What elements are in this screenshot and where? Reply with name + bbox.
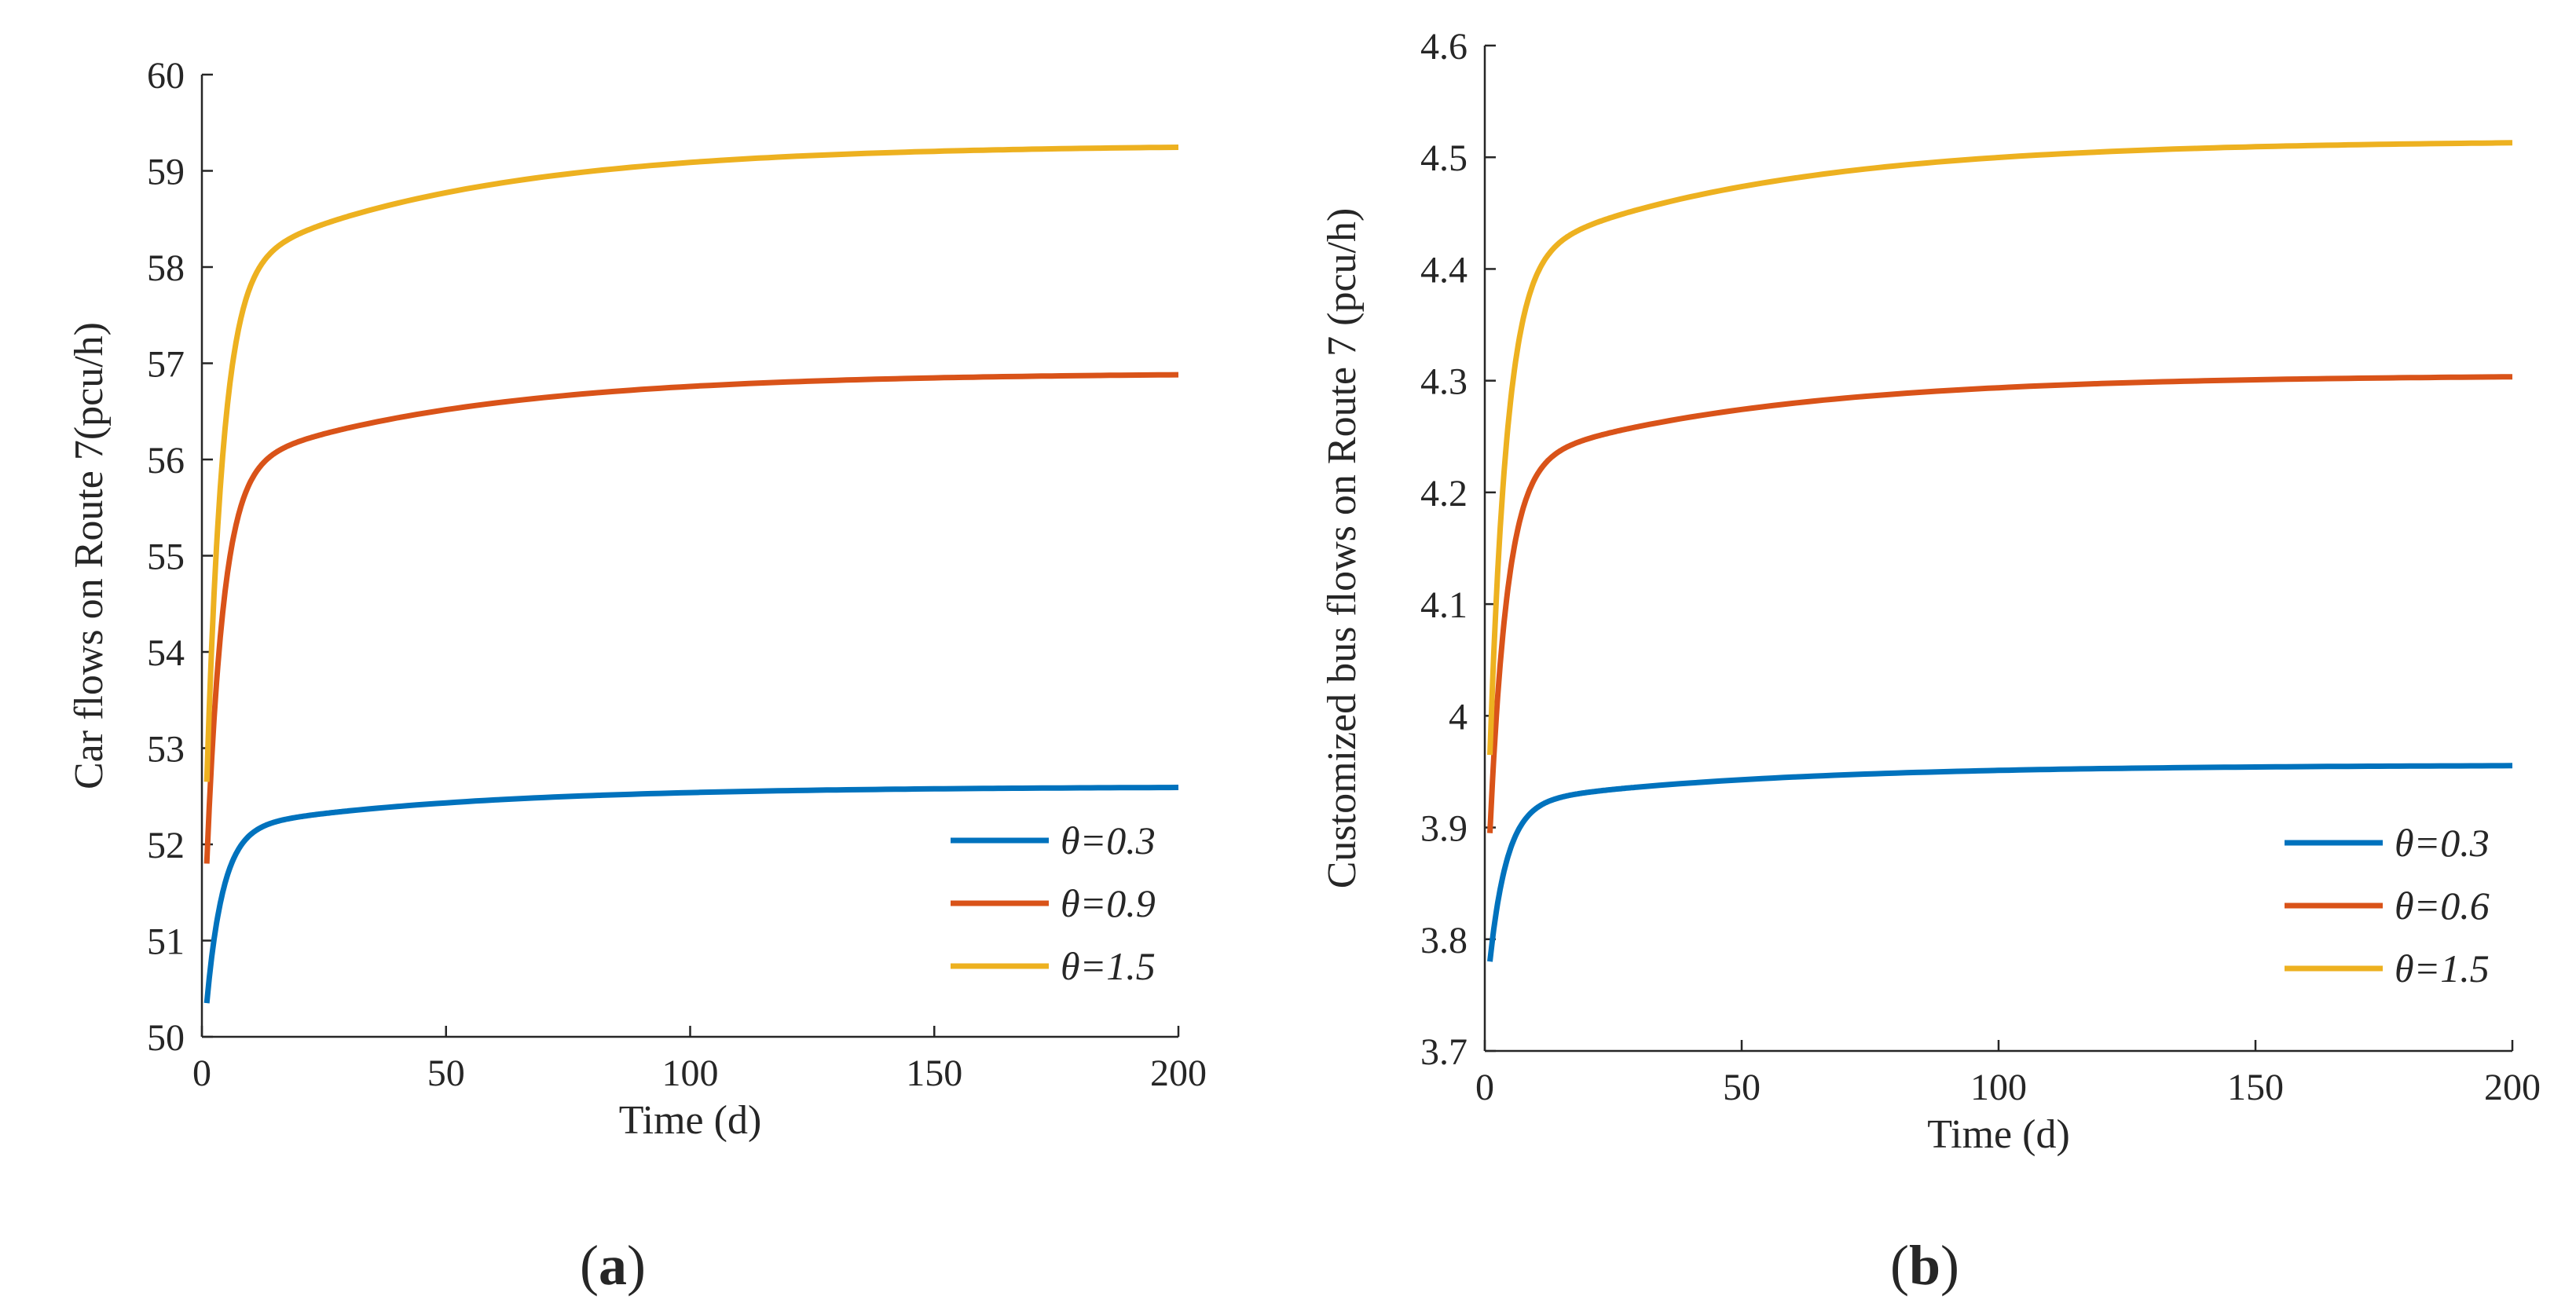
chart-panel-b: 0 50 100 150 200 3.7 3.8 3.9 4 4.1 4.2 4.3 4.4 4.5 4.6… [1320, 26, 2541, 1157]
x-tick-label: 50 [1723, 1067, 1761, 1108]
series-line-1 [203, 785, 1179, 1004]
y-tick: 57 [147, 344, 213, 386]
series-line-1 [1487, 763, 2513, 962]
y-tick: 50 [147, 1017, 213, 1059]
panel-label-open: ( [580, 1234, 599, 1297]
x-tick-label: 0 [192, 1053, 211, 1094]
y-tick: 56 [147, 440, 213, 481]
series-line-2 [203, 372, 1179, 864]
y-tick-label: 54 [147, 632, 185, 674]
y-tick: 3.7 [1420, 1031, 1496, 1073]
x-axis-title: Time (d) [1927, 1112, 2070, 1157]
x-tick-label: 100 [662, 1053, 719, 1094]
x-tick: 200 [1150, 1026, 1207, 1094]
y-tick-label: 4.4 [1420, 249, 1468, 291]
x-tick-label: 50 [427, 1053, 465, 1094]
legend-item: θ=0.3 [951, 818, 1156, 862]
y-tick-label: 52 [147, 825, 185, 866]
x-tick: 100 [1970, 1040, 2027, 1108]
x-tick-label: 200 [2484, 1067, 2541, 1108]
panel-label-close: ) [1940, 1234, 1959, 1297]
y-tick-label: 60 [147, 55, 185, 97]
legend-item: θ=0.6 [2285, 884, 2490, 928]
y-tick-label: 50 [147, 1017, 185, 1059]
y-tick-label: 3.7 [1420, 1031, 1468, 1073]
legend-item: θ=0.3 [2285, 821, 2490, 865]
legend-label: θ=0.3 [2395, 821, 2490, 865]
y-tick-label: 56 [147, 440, 185, 481]
y-tick: 54 [147, 632, 213, 674]
legend-label: θ=1.5 [1061, 944, 1156, 988]
y-tick: 59 [147, 152, 213, 193]
x-tick: 100 [662, 1026, 719, 1094]
x-tick-label: 0 [1475, 1067, 1494, 1108]
y-tick-label: 4.2 [1420, 473, 1468, 514]
y-tick: 60 [147, 55, 213, 97]
y-tick: 4.3 [1420, 361, 1496, 403]
x-tick-label: 150 [906, 1053, 962, 1094]
panel-label-letter: b [1909, 1234, 1940, 1297]
x-tick-label: 100 [1970, 1067, 2027, 1108]
y-tick: 3.9 [1420, 808, 1496, 850]
y-tick: 4.6 [1420, 26, 1496, 68]
y-tick: 4.2 [1420, 473, 1496, 514]
y-tick-label: 55 [147, 536, 185, 578]
x-tick: 50 [1723, 1040, 1761, 1108]
x-tick-label: 200 [1150, 1053, 1207, 1094]
legend-item: θ=1.5 [951, 944, 1156, 988]
panel-label: (b) [1890, 1234, 1959, 1297]
y-tick-label: 4.1 [1420, 584, 1468, 626]
y-tick-label: 58 [147, 247, 185, 289]
y-tick-label: 3.8 [1420, 920, 1468, 961]
panel-label: (a) [580, 1234, 646, 1297]
y-tick: 55 [147, 536, 213, 578]
y-tick-label: 4.5 [1420, 137, 1468, 179]
series-line-3 [1487, 140, 2513, 756]
panel-label-letter: a [599, 1234, 627, 1297]
panel-label-open: ( [1890, 1234, 1909, 1297]
x-tick: 150 [906, 1026, 962, 1094]
y-tick: 4.5 [1420, 137, 1496, 179]
y-tick-label: 4.6 [1420, 26, 1468, 68]
y-tick-label: 4 [1449, 696, 1468, 738]
y-axis-title: Customized bus flows on Route 7 (pcu/h) [1320, 208, 1365, 889]
x-tick: 0 [192, 1026, 211, 1094]
x-tick: 0 [1475, 1040, 1494, 1108]
panel-label-close: ) [627, 1234, 646, 1297]
x-tick: 150 [2227, 1040, 2284, 1108]
legend-label: θ=0.9 [1061, 881, 1156, 925]
y-tick-label: 59 [147, 152, 185, 193]
y-tick: 53 [147, 729, 213, 771]
x-tick: 200 [2484, 1040, 2541, 1108]
y-tick: 51 [147, 921, 213, 963]
legend-item: θ=0.9 [951, 881, 1156, 925]
y-tick: 4.1 [1420, 584, 1496, 626]
legend-item: θ=1.5 [2285, 946, 2490, 990]
y-tick: 4.4 [1420, 249, 1496, 291]
x-axis-title: Time (d) [619, 1098, 762, 1143]
y-axis-title: Car flows on Route 7(pcu/h) [67, 322, 112, 789]
y-tick-label: 3.9 [1420, 808, 1468, 850]
y-tick: 3.8 [1420, 920, 1496, 961]
series-line-2 [1487, 374, 2513, 833]
y-tick-label: 57 [147, 344, 185, 386]
x-tick: 50 [427, 1026, 465, 1094]
legend-label: θ=1.5 [2395, 946, 2490, 990]
x-tick-label: 150 [2227, 1067, 2284, 1108]
legend-label: θ=0.6 [2395, 884, 2490, 928]
y-tick-label: 53 [147, 729, 185, 771]
y-tick-label: 4.3 [1420, 361, 1468, 403]
y-tick-label: 51 [147, 921, 185, 963]
legend-label: θ=0.3 [1061, 818, 1156, 862]
y-tick: 58 [147, 247, 213, 289]
y-tick: 52 [147, 825, 213, 866]
series-line-3 [203, 145, 1179, 782]
